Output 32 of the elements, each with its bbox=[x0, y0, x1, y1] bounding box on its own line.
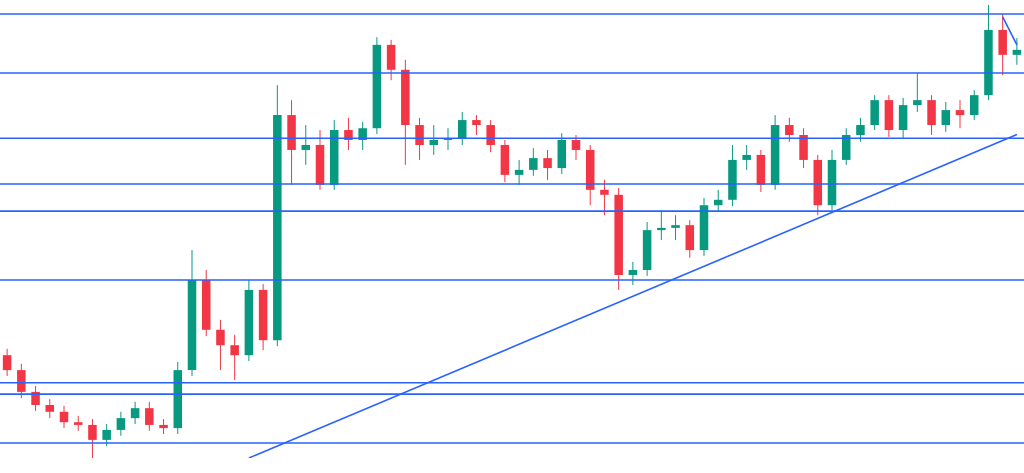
candlestick bbox=[130, 401, 140, 425]
candlestick bbox=[571, 134, 581, 161]
candlestick bbox=[486, 119, 495, 153]
candlestick bbox=[45, 398, 55, 419]
candlestick bbox=[657, 209, 666, 241]
candlestick bbox=[429, 124, 439, 156]
candlestick bbox=[628, 261, 638, 286]
candlestick bbox=[230, 334, 239, 381]
candlestick bbox=[514, 159, 524, 186]
candlestick bbox=[102, 423, 111, 447]
candlestick bbox=[1012, 37, 1022, 66]
candlestick bbox=[472, 114, 481, 136]
candlestick bbox=[17, 363, 26, 399]
candlestick bbox=[216, 319, 225, 371]
candlestick bbox=[543, 149, 552, 181]
candlestick bbox=[2, 348, 12, 377]
candlestick bbox=[600, 179, 609, 216]
candlestick bbox=[742, 144, 751, 171]
candlestick bbox=[415, 117, 424, 161]
candlestick bbox=[941, 101, 951, 133]
candlestick bbox=[301, 124, 311, 166]
candlestick bbox=[88, 418, 97, 459]
candlestick bbox=[969, 89, 979, 121]
candlestick bbox=[785, 117, 794, 143]
candlestick bbox=[145, 401, 154, 432]
candlestick bbox=[856, 117, 865, 143]
candlestick bbox=[59, 405, 69, 429]
candlestick bbox=[529, 147, 538, 177]
candlestick bbox=[955, 99, 965, 129]
candlestick bbox=[671, 214, 680, 241]
candlestick bbox=[913, 72, 922, 113]
candlestick bbox=[116, 411, 126, 437]
